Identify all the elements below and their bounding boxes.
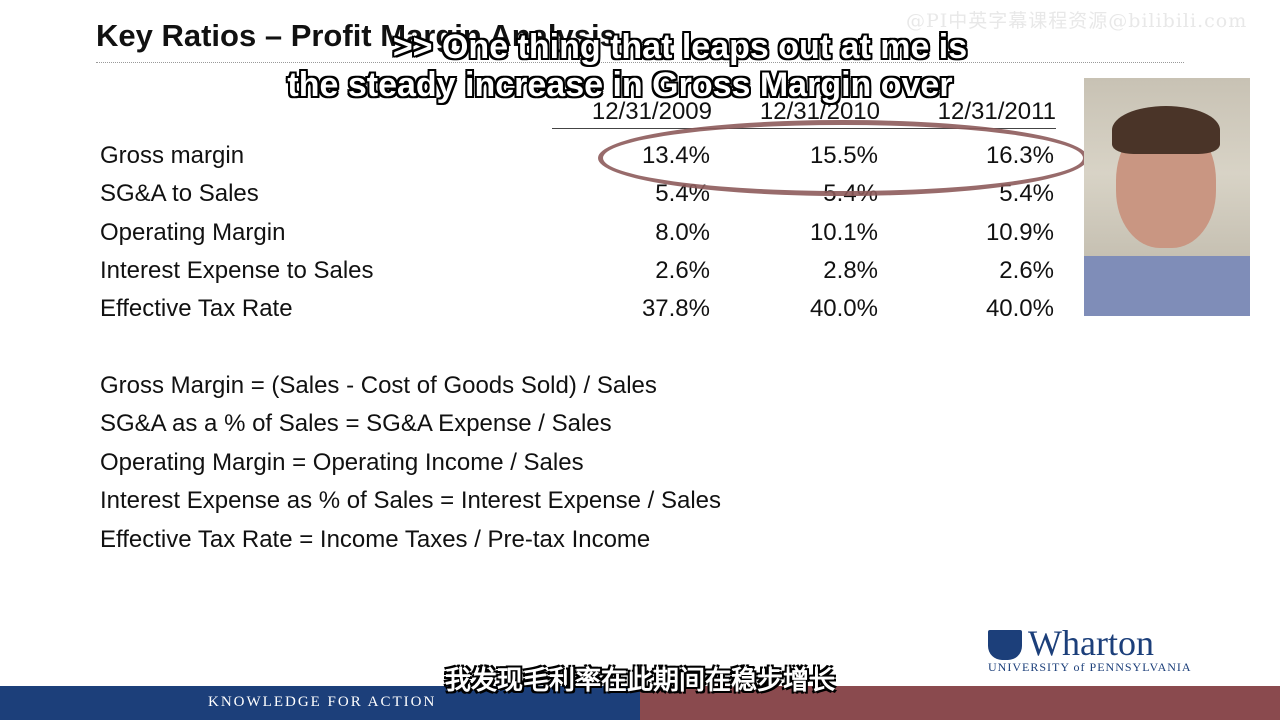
footer-bar-left: KNOWLEDGE FOR ACTION xyxy=(0,686,640,720)
formula-sga: SG&A as a % of Sales = SG&A Expense / Sa… xyxy=(100,410,612,437)
cell-interest-2011: 2.6% xyxy=(999,257,1054,284)
row-label-gross-margin: Gross margin xyxy=(100,142,245,169)
formula-effective-tax-rate: Effective Tax Rate = Income Taxes / Pre-… xyxy=(100,526,651,553)
slide-title: Key Ratios – Profit Margin Analysis xyxy=(96,18,617,53)
cell-tax-2011: 40.0% xyxy=(985,295,1054,322)
column-header-2009: 12/31/2009 xyxy=(591,98,712,125)
logo-subtitle: UNIVERSITY of PENNSYLVANIA xyxy=(988,660,1192,674)
row-label-interest-expense: Interest Expense to Sales xyxy=(100,257,374,284)
footer-tagline: KNOWLEDGE FOR ACTION xyxy=(208,694,437,710)
cell-operating-margin-2009: 8.0% xyxy=(655,219,710,246)
formula-interest-expense: Interest Expense as % of Sales = Interes… xyxy=(100,487,722,514)
caption-line-1: >> One thing that leaps out at me is xyxy=(392,28,968,66)
row-label-operating-margin: Operating Margin xyxy=(100,219,286,246)
cell-interest-2009: 2.6% xyxy=(655,257,710,284)
presenter-shirt xyxy=(1084,256,1250,316)
shield-icon xyxy=(988,630,1022,660)
formula-operating-margin: Operating Margin = Operating Income / Sa… xyxy=(100,449,584,476)
chinese-subtitle: 我发现毛利率在此期间在稳步增长 xyxy=(444,666,835,696)
cell-interest-2010: 2.8% xyxy=(823,257,878,284)
caption-line-2: the steady increase in Gross Margin over xyxy=(287,66,953,104)
logo-wordmark: Wharton xyxy=(1028,623,1154,663)
row-label-sga-to-sales: SG&A to Sales xyxy=(100,180,259,207)
row-label-effective-tax-rate: Effective Tax Rate xyxy=(100,295,293,322)
cell-operating-margin-2011: 10.9% xyxy=(985,219,1054,246)
column-header-2011: 12/31/2011 xyxy=(937,98,1056,125)
formula-gross-margin: Gross Margin = (Sales - Cost of Goods So… xyxy=(100,372,657,399)
cell-operating-margin-2010: 10.1% xyxy=(809,219,878,246)
gross-margin-highlight-oval xyxy=(598,120,1088,196)
wharton-logo: Wharton UNIVERSITY of PENNSYLVANIA xyxy=(988,623,1198,676)
presenter-video xyxy=(1084,78,1250,316)
title-divider xyxy=(96,62,1184,63)
watermark: @PI中英字幕课程资源@bilibili.com xyxy=(906,10,1248,32)
footer-bar-right xyxy=(640,686,1280,720)
cell-tax-2009: 37.8% xyxy=(641,295,710,322)
cell-tax-2010: 40.0% xyxy=(809,295,878,322)
presenter-hair xyxy=(1112,106,1220,154)
